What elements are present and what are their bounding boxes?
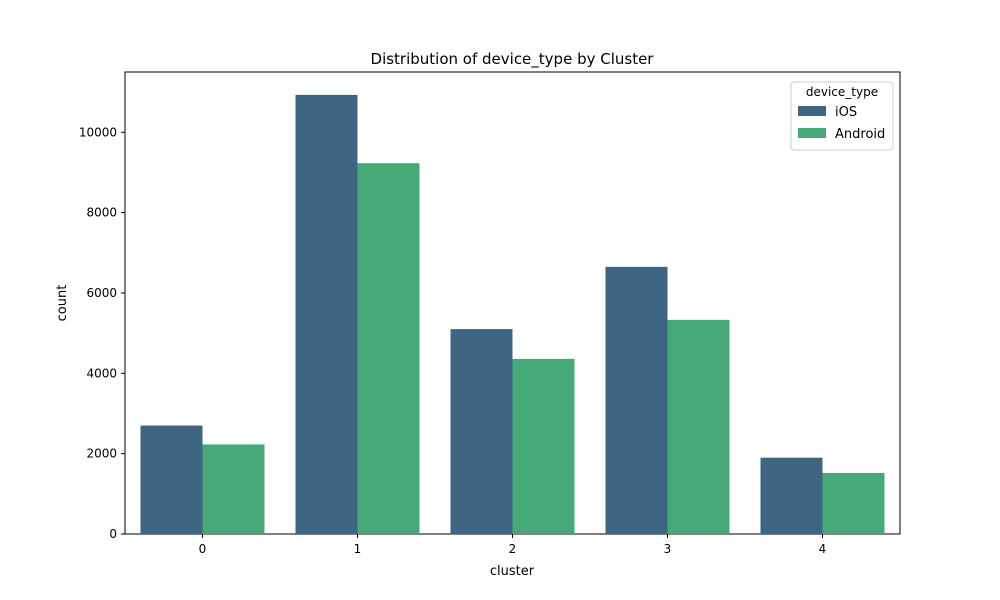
y-tick-label: 2000 [86,447,117,461]
y-tick-label: 4000 [86,366,117,380]
bar-android-cluster-3 [667,319,730,534]
legend-title: device_type [806,85,878,99]
x-tick-label: 0 [199,542,207,556]
legend: device_type iOS Android [790,81,894,151]
x-tick-label: 3 [664,542,672,556]
bar-android-cluster-2 [512,358,575,534]
bar-ios-cluster-0 [140,425,203,534]
x-tick-label: 2 [509,542,517,556]
bar-ios-cluster-4 [760,457,823,534]
y-axis: 0 2000 4000 6000 8000 10000 [79,125,125,541]
legend-label-ios: iOS [835,105,857,120]
bar-ios-cluster-1 [295,94,358,534]
legend-swatch-ios [798,106,826,116]
chart-title: Distribution of device_type by Cluster [371,50,655,69]
bar-ios-cluster-2 [450,329,513,534]
y-tick-label: 6000 [86,286,117,300]
x-tick-label: 1 [354,542,362,556]
y-tick-label: 8000 [86,206,117,220]
x-axis-label: cluster [490,564,535,579]
y-axis-label: count [55,285,70,322]
legend-label-android: Android [835,127,885,142]
x-axis: 0 1 2 3 4 [199,534,827,556]
y-tick-label: 10000 [79,125,117,139]
legend-items: iOS Android [798,105,885,142]
bars-group [140,94,885,535]
bar-android-cluster-0 [202,444,265,534]
legend-swatch-android [798,128,826,138]
y-tick-label: 0 [109,527,117,541]
bar-ios-cluster-3 [605,266,668,534]
bar-android-cluster-1 [357,163,420,535]
bar-android-cluster-4 [822,472,885,534]
x-tick-label: 4 [819,542,827,556]
